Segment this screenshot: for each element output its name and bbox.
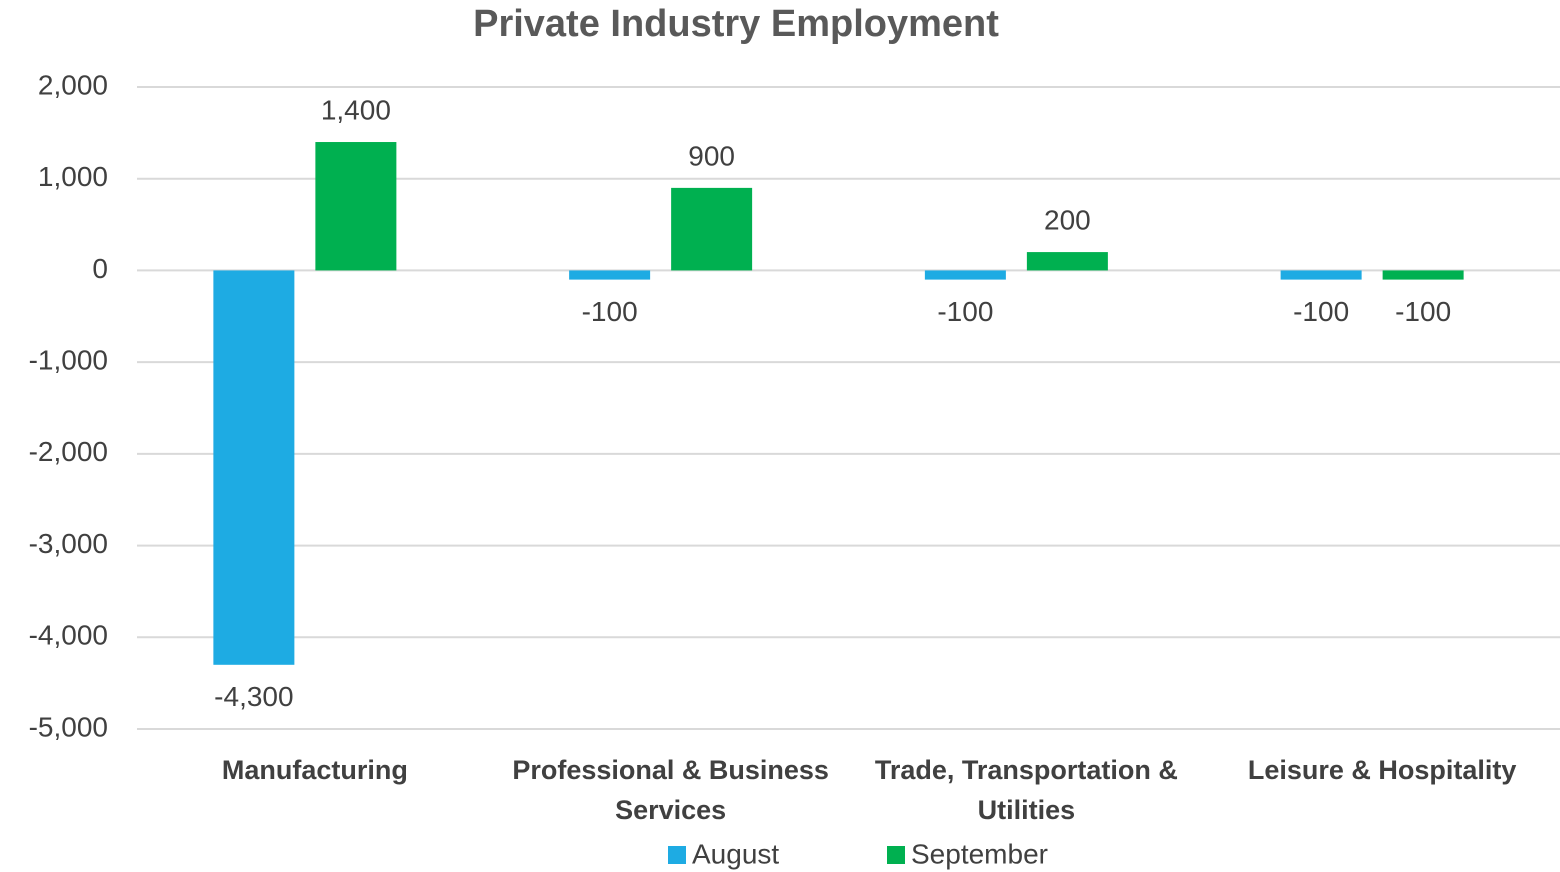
bar xyxy=(213,270,295,665)
data-label: -100 xyxy=(937,296,993,327)
y-tick-label: 1,000 xyxy=(38,161,108,192)
bar xyxy=(924,270,1006,280)
x-tick-label: Trade, Transportation & Utilities xyxy=(874,755,1178,825)
bar xyxy=(1280,270,1362,280)
chart-title: Private Industry Employment xyxy=(473,3,999,45)
bar xyxy=(569,270,651,280)
y-tick-label: 0 xyxy=(92,253,108,284)
y-tick-label: 2,000 xyxy=(38,69,108,100)
y-tick-label: -4,000 xyxy=(29,620,108,651)
x-tick-label: Professional & Business Services xyxy=(512,755,829,825)
legend-label: August xyxy=(692,838,779,869)
data-label: -100 xyxy=(1293,296,1349,327)
legend-swatch xyxy=(887,846,905,864)
x-tick-label: Leisure & Hospitality xyxy=(1247,755,1517,785)
data-label: 1,400 xyxy=(321,94,391,125)
legend-swatch xyxy=(668,846,686,864)
bar xyxy=(315,142,397,271)
bar xyxy=(1026,252,1108,271)
y-tick-label: -5,000 xyxy=(29,711,108,742)
bar xyxy=(1382,270,1464,280)
y-tick-label: -3,000 xyxy=(29,528,108,559)
x-tick-label: Manufacturing xyxy=(221,755,408,785)
data-label: -100 xyxy=(582,296,638,327)
y-tick-label: -1,000 xyxy=(29,345,108,376)
bar xyxy=(671,187,753,271)
legend-label: September xyxy=(911,838,1048,869)
data-label: -100 xyxy=(1395,296,1451,327)
data-label: 200 xyxy=(1044,204,1091,235)
data-label: 900 xyxy=(688,140,735,171)
data-label: -4,300 xyxy=(214,681,293,712)
y-tick-label: -2,000 xyxy=(29,436,108,467)
